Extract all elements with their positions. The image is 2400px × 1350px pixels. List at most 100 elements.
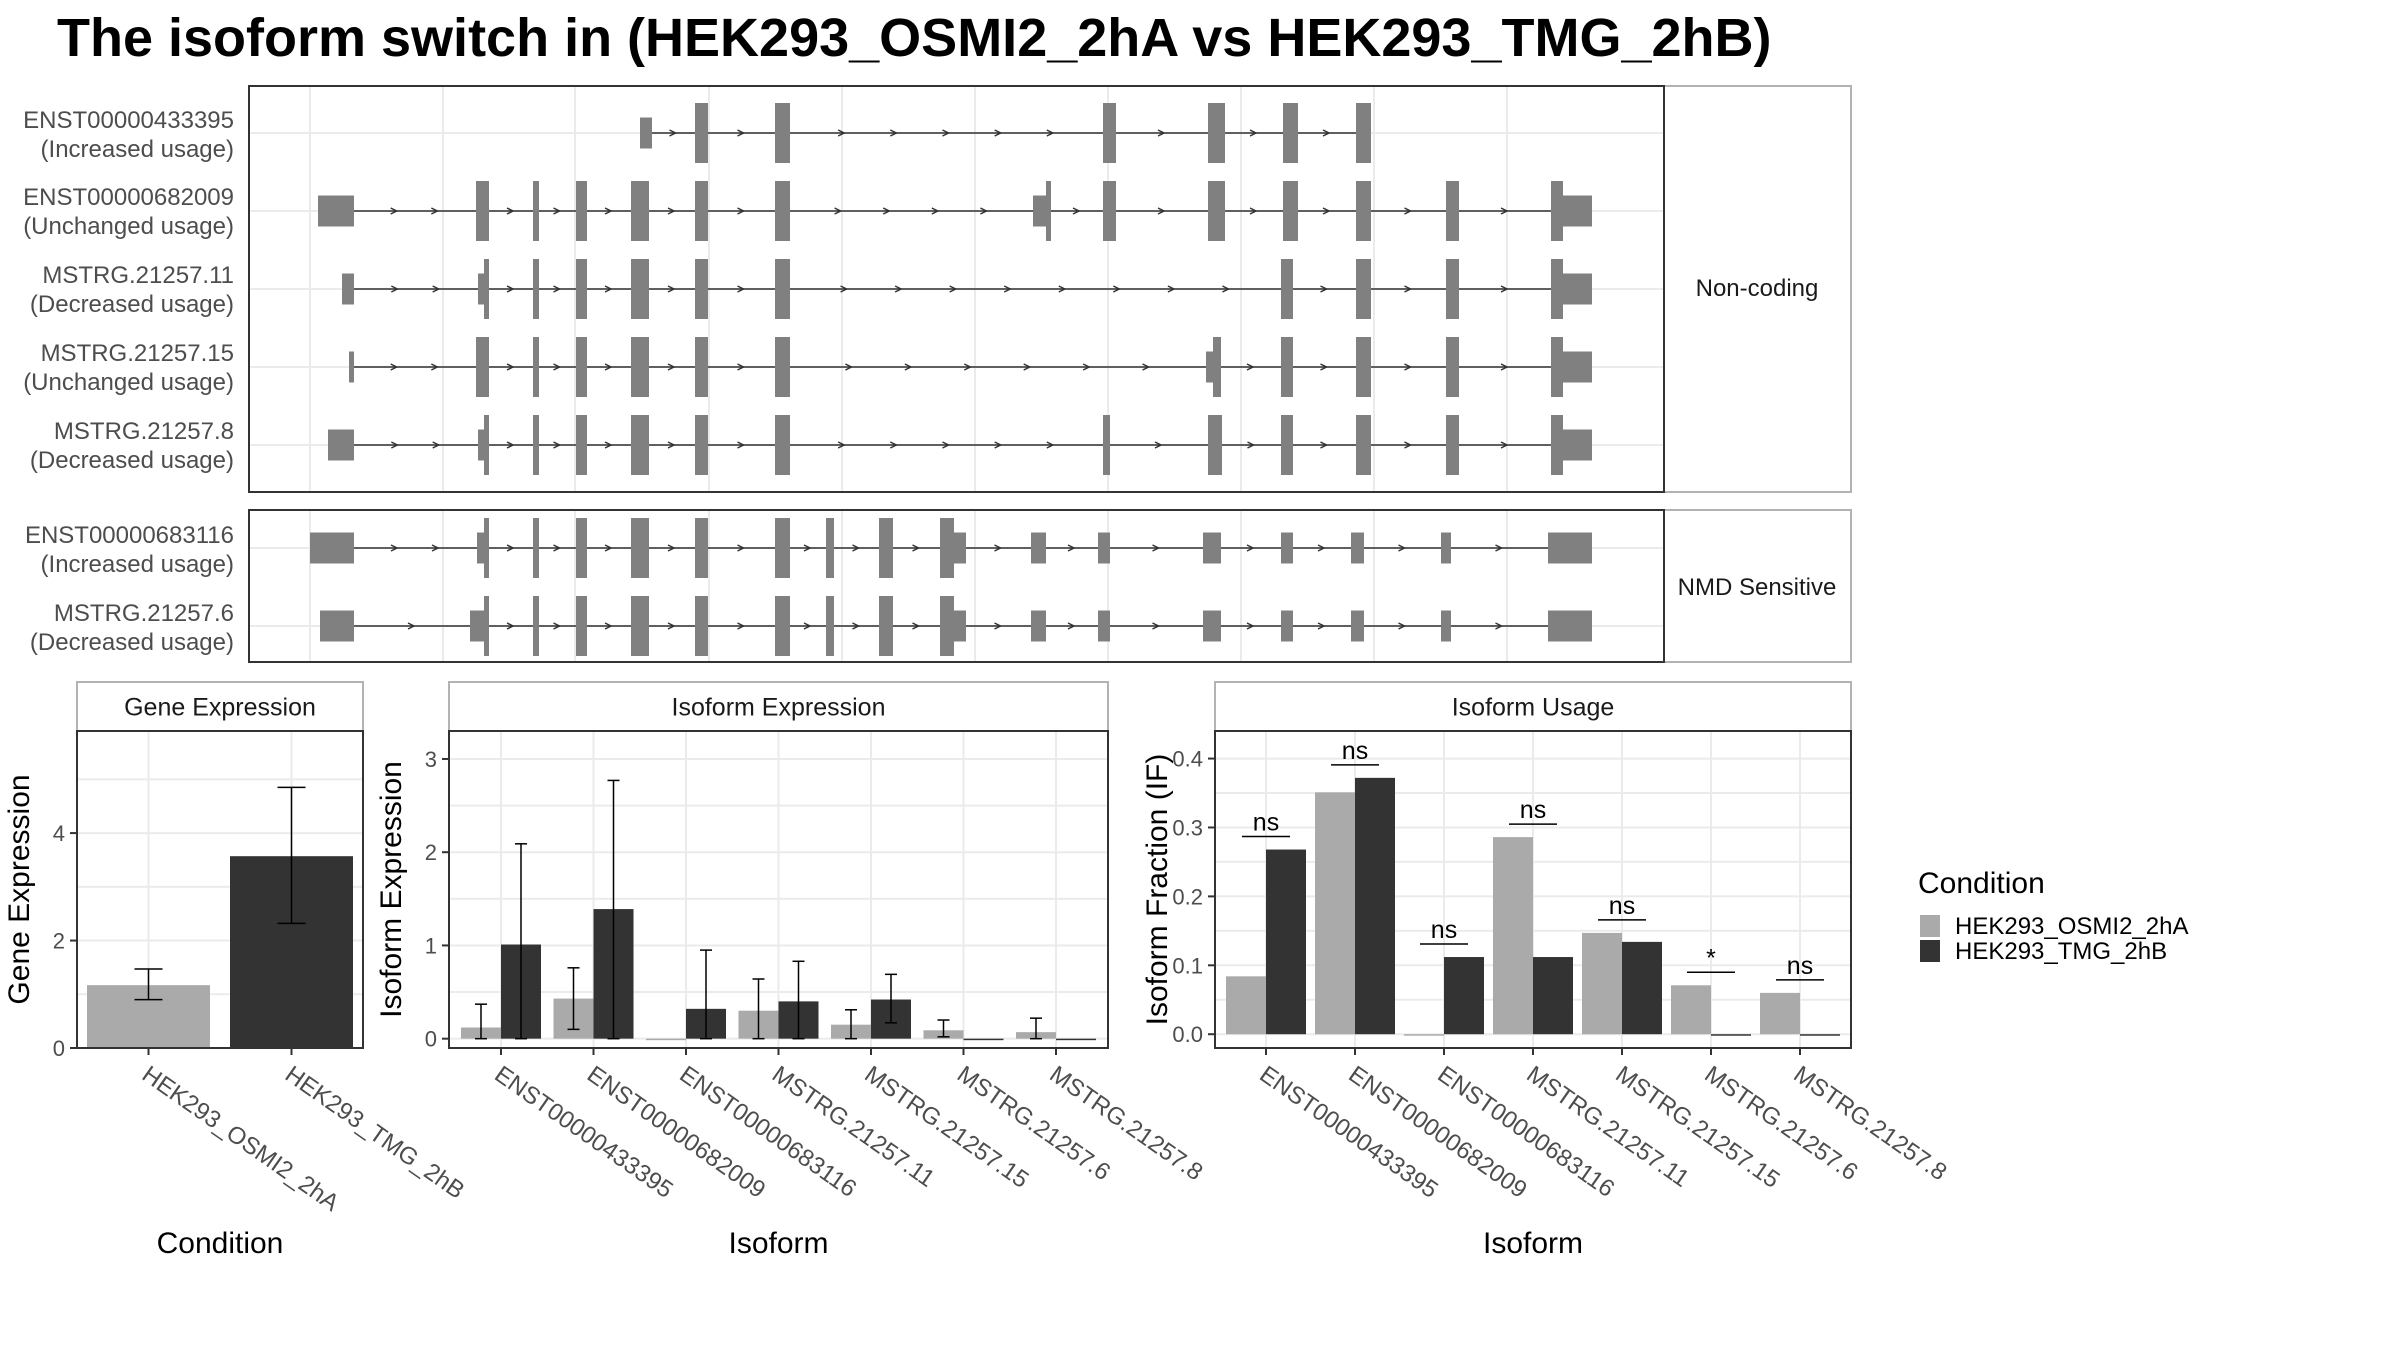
transcript-label-id: ENST00000682009 xyxy=(23,184,234,211)
intron-arrow xyxy=(1046,441,1055,449)
transcript-label-id: MSTRG.21257.11 xyxy=(42,262,234,289)
intron-arrow xyxy=(1404,441,1413,449)
bar xyxy=(1355,777,1395,1035)
exon xyxy=(484,596,489,656)
exon xyxy=(1563,195,1592,227)
intron-arrow xyxy=(604,363,613,371)
exon xyxy=(1548,532,1592,564)
bar xyxy=(1056,1038,1096,1041)
exon xyxy=(1441,532,1451,564)
significance-label: ns xyxy=(1787,952,1813,980)
exon xyxy=(1281,610,1293,642)
exon xyxy=(1281,259,1293,319)
exon xyxy=(533,259,539,319)
exon xyxy=(775,518,790,578)
exon xyxy=(328,429,354,461)
intron-arrow xyxy=(506,441,515,449)
exon xyxy=(470,610,484,642)
y-tick-label: 4 xyxy=(53,821,65,846)
exon xyxy=(775,337,790,397)
chart-panel-border xyxy=(76,730,364,1049)
bar xyxy=(1266,849,1306,1035)
exon xyxy=(695,518,708,578)
exon xyxy=(1031,532,1046,564)
exon xyxy=(533,518,539,578)
intron-arrow xyxy=(390,207,399,215)
exon xyxy=(1351,532,1364,564)
intron-arrow xyxy=(1398,622,1407,630)
y-tick-label: 0 xyxy=(53,1036,65,1061)
exon xyxy=(1283,181,1298,241)
intron-arrow xyxy=(390,285,400,293)
exon xyxy=(533,181,539,241)
intron-arrow xyxy=(1404,363,1413,371)
exon xyxy=(1031,610,1046,642)
exon xyxy=(695,259,708,319)
exon xyxy=(478,273,484,305)
intron-arrow xyxy=(980,207,989,215)
intron-arrow xyxy=(1246,544,1255,552)
intron-arrow xyxy=(949,285,958,293)
transcript-label-usage: (Unchanged usage) xyxy=(23,213,234,240)
intron-arrow xyxy=(994,622,1003,630)
intron-arrow xyxy=(1495,544,1504,552)
x-tick-label: MSTRG.21257.8 xyxy=(1789,1061,1952,1186)
intron-arrow xyxy=(837,129,846,137)
bar xyxy=(1444,957,1484,1035)
transcript-structures xyxy=(248,85,1665,663)
intron-arrow xyxy=(432,441,441,449)
intron-arrow xyxy=(994,441,1003,449)
exon xyxy=(695,181,708,241)
transcript-label-id: ENST00000433395 xyxy=(23,107,234,134)
exon xyxy=(1281,532,1293,564)
bar xyxy=(1493,837,1533,1035)
intron-arrow xyxy=(852,622,861,630)
intron-arrow xyxy=(506,544,515,552)
intron-arrow xyxy=(1317,544,1326,552)
exon xyxy=(1356,181,1371,241)
exon xyxy=(954,610,966,642)
bar xyxy=(1582,932,1622,1035)
exon xyxy=(775,103,790,163)
chart-strip xyxy=(448,681,1109,732)
intron-arrow xyxy=(1320,285,1329,293)
exon xyxy=(1446,259,1459,319)
y-tick-label: 0.0 xyxy=(1172,1022,1203,1047)
exon xyxy=(775,415,790,475)
bar xyxy=(1622,941,1662,1035)
y-tick-label: 3 xyxy=(425,747,437,772)
x-tick-label: MSTRG.21257.15 xyxy=(860,1061,1034,1194)
intron-arrow xyxy=(1495,622,1504,630)
intron-arrow xyxy=(1067,622,1076,630)
y-tick-label: 0.1 xyxy=(1172,953,1203,978)
intron-arrow xyxy=(737,441,746,449)
exon xyxy=(695,337,708,397)
exon xyxy=(1351,610,1364,642)
legend-swatch-cond-a xyxy=(1920,915,1940,937)
intron-arrow xyxy=(1500,363,1509,371)
significance-label: ns xyxy=(1520,796,1546,824)
chart-strip xyxy=(76,681,364,732)
exon xyxy=(576,337,587,397)
exon xyxy=(631,337,649,397)
intron-arrow xyxy=(1157,207,1166,215)
structure-strips: Non-coding NMD Sensitive xyxy=(1663,85,1852,663)
intron-arrow xyxy=(667,622,676,630)
intron-arrow xyxy=(1317,622,1326,630)
exon xyxy=(1356,337,1371,397)
transcript-label-id: MSTRG.21257.15 xyxy=(41,340,234,367)
intron-arrow xyxy=(667,207,676,215)
intron-arrow xyxy=(667,285,676,293)
intron-arrow xyxy=(994,544,1003,552)
y-tick-label: 0 xyxy=(425,1027,437,1052)
exon xyxy=(318,195,354,227)
intron-arrow xyxy=(737,622,746,630)
exon xyxy=(1551,337,1563,397)
intron-arrow xyxy=(553,622,562,630)
intron-arrow xyxy=(1320,441,1329,449)
significance-label: * xyxy=(1706,944,1716,972)
intron-arrow xyxy=(553,363,562,371)
exon xyxy=(1103,103,1116,163)
exon xyxy=(476,337,489,397)
x-axis-title: Condition xyxy=(157,1227,284,1260)
